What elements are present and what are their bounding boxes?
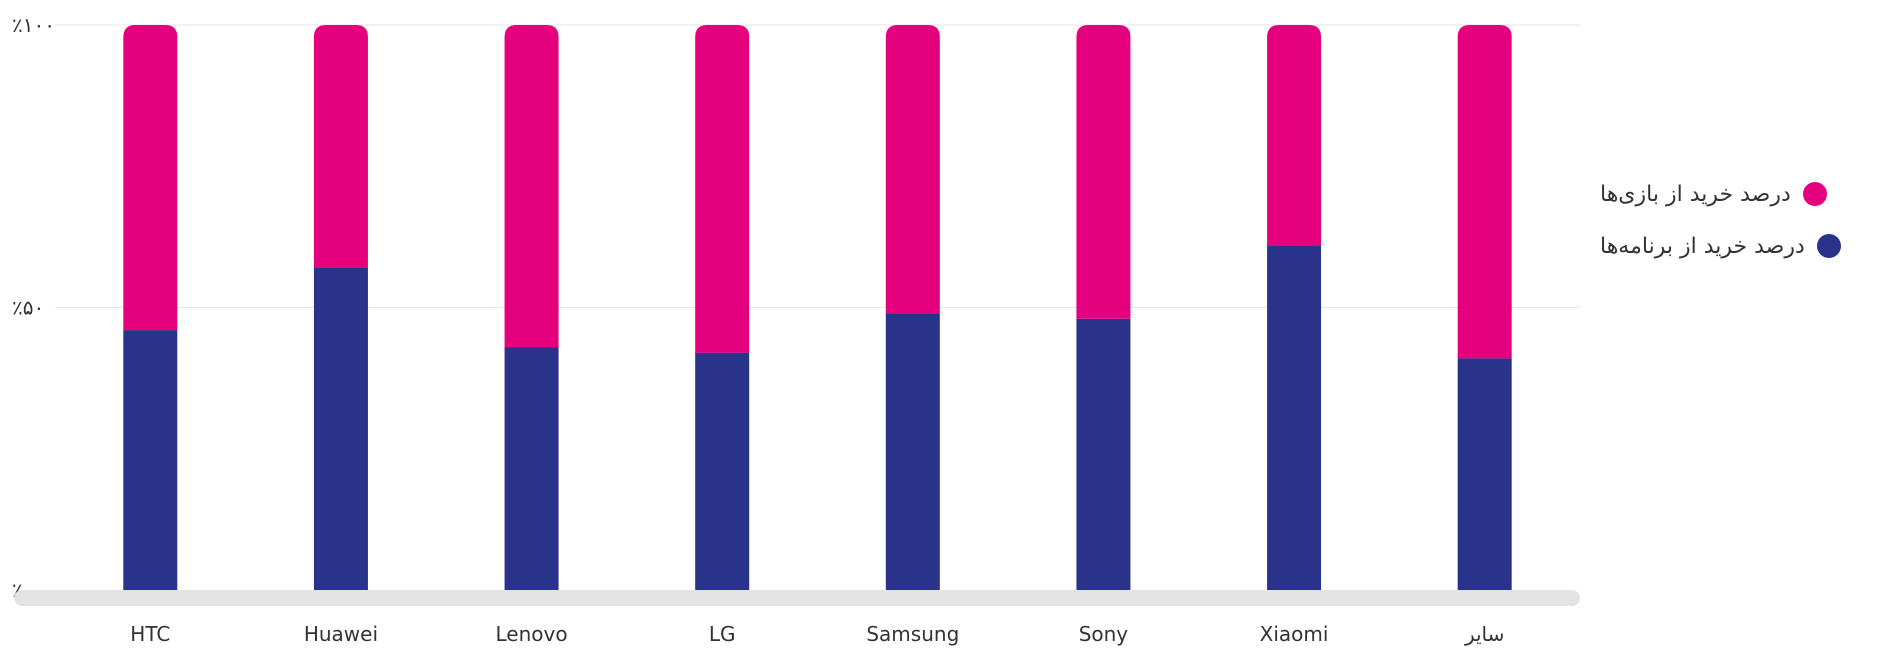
bar-segment-games[interactable] [1076,25,1131,319]
bar-segment-games[interactable] [123,25,178,331]
bar-segment-games[interactable] [885,25,940,314]
y-tick-label: ٪۱۰۰ [12,13,55,37]
bar-segment-apps[interactable] [885,313,940,590]
legend-label-apps: درصد خرید از برنامه‌ها [1600,233,1805,259]
y-tick-label: ٪۵۰ [12,296,44,320]
bar-segment-games[interactable] [695,25,750,353]
legend-item-games[interactable]: درصد خرید از بازی‌ها [1600,180,1886,208]
legend-item-apps[interactable]: درصد خرید از برنامه‌ها [1600,232,1886,260]
x-tick-label: Huawei [304,622,378,646]
x-tick-label: سایر [1464,622,1504,646]
x-tick-label: Xiaomi [1260,622,1329,646]
x-axis-baseline [14,590,1580,606]
x-tick-label: Sony [1079,622,1129,646]
x-tick-label: Lenovo [496,622,568,646]
stacked-bar-chart: ٪۰٪۵۰٪۱۰۰HTCHuaweiLenovoLGSamsungSonyXia… [12,13,1580,646]
bar-segment-games[interactable] [1267,25,1322,246]
legend-label-games: درصد خرید از بازی‌ها [1600,181,1791,207]
x-tick-label: LG [709,622,736,646]
legend-swatch-apps [1816,234,1841,258]
bar-segment-games[interactable] [1457,25,1512,359]
bar-segment-apps[interactable] [695,352,750,590]
bar-segment-apps[interactable] [504,347,559,590]
bar-segment-apps[interactable] [1457,358,1512,590]
bar-segment-apps[interactable] [313,267,368,590]
legend-swatch-games [1802,182,1827,206]
bar-segment-apps[interactable] [1267,245,1322,590]
bar-segment-apps[interactable] [123,330,178,590]
chart-legend: درصد خرید از بازی‌ها درصد خرید از برنامه… [1600,180,1886,284]
bar-segment-apps[interactable] [1076,318,1131,590]
x-tick-label: Samsung [866,622,959,646]
bar-segment-games[interactable] [504,25,559,348]
x-tick-label: HTC [130,622,170,646]
bar-segment-games[interactable] [313,25,368,268]
